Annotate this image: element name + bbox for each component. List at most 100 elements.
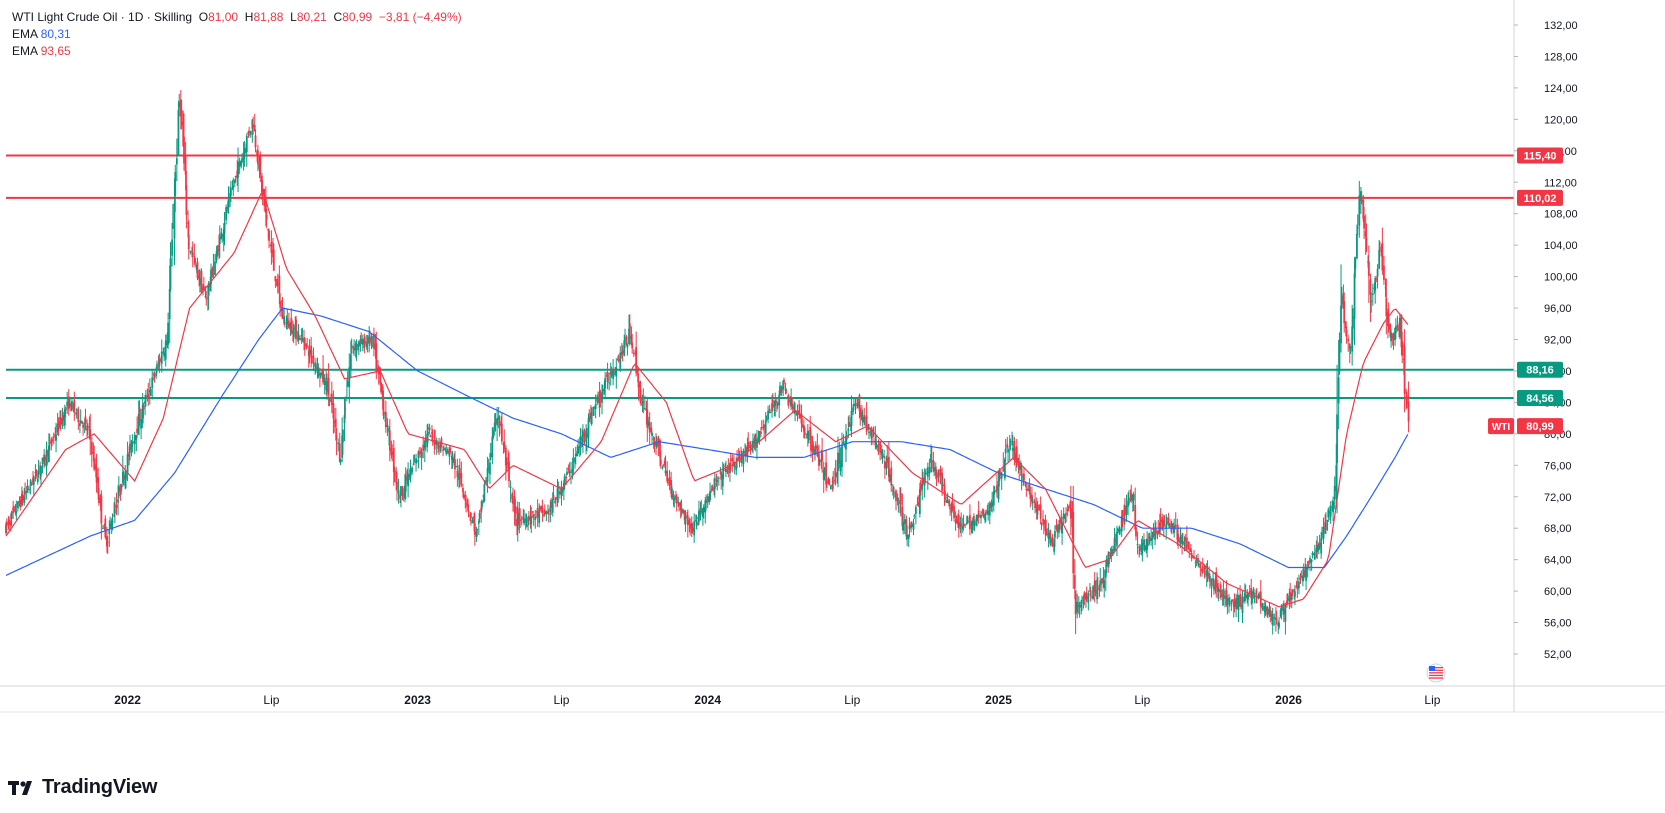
ema-slow-row[interactable]: EMA 93,65 [12, 43, 462, 60]
x-tick-label: Lip [1134, 693, 1150, 707]
y-tick-label: 92,00 [1544, 335, 1572, 347]
candle-body [115, 504, 118, 509]
candle-body [1390, 332, 1392, 342]
candle-body [1271, 613, 1274, 626]
candle-body [831, 484, 834, 486]
us-flag-icon[interactable] [1426, 663, 1446, 683]
candle-body [142, 405, 145, 410]
candle-body [1008, 445, 1011, 447]
candle-body [206, 297, 209, 299]
candle-body [300, 335, 303, 337]
candle-body [847, 428, 850, 431]
candle-body [1269, 610, 1272, 617]
candle-body [483, 484, 486, 502]
candle-body [1165, 525, 1168, 529]
candle-body [1379, 247, 1381, 249]
candle-body [992, 491, 995, 506]
candle-body [129, 443, 131, 453]
candle-body [1029, 493, 1032, 499]
candle-body [758, 430, 761, 442]
candle-body [319, 372, 322, 375]
candle-body [1235, 597, 1238, 610]
tradingview-logo[interactable]: TradingView [8, 776, 157, 799]
candle-body [473, 523, 476, 535]
axes: 52,0056,0060,0064,0068,0072,0076,0080,00… [0, 0, 1665, 713]
candle-body [1307, 562, 1310, 564]
candle-body [357, 341, 360, 347]
candle-body [465, 503, 468, 505]
candle-body [1362, 200, 1365, 220]
candle-body [514, 506, 517, 514]
candle-body [1337, 377, 1340, 404]
candle-body [1385, 298, 1388, 317]
candle-body [23, 495, 26, 503]
candle-body [740, 458, 743, 460]
candle-body [511, 494, 514, 500]
candle-body [478, 513, 481, 519]
candle-body [1193, 557, 1195, 559]
candle-body [1024, 484, 1027, 486]
candle-body [167, 322, 170, 345]
candle-body [722, 470, 725, 472]
level-price-tag [1517, 389, 1563, 406]
candle-body [413, 461, 416, 463]
candle-body [543, 514, 545, 517]
candle-body [836, 473, 839, 477]
candle-body [760, 431, 762, 435]
candle-body [503, 441, 506, 449]
candle-body [848, 422, 851, 427]
candle-body [1240, 604, 1242, 608]
candle-body [198, 277, 201, 285]
candle-body [932, 460, 935, 469]
candle-body [1098, 587, 1101, 590]
candle-body [29, 480, 32, 486]
candle-body [1027, 488, 1029, 491]
y-tick-label: 52,00 [1544, 649, 1572, 661]
candle-body [200, 270, 203, 293]
candle-body [1062, 513, 1065, 519]
candle-body [1163, 524, 1166, 526]
candle-body [523, 518, 526, 524]
candle-body [113, 508, 116, 514]
candle-body [108, 530, 111, 535]
candle-body [315, 366, 317, 368]
candle-body [1344, 321, 1347, 329]
candle-body [276, 279, 278, 287]
x-tick-label: 2022 [114, 693, 141, 707]
candle-body [791, 403, 794, 409]
candle-body [308, 349, 311, 355]
candle-body [1387, 318, 1390, 330]
candle-body [583, 430, 586, 437]
candle-body [1370, 300, 1373, 302]
candle-body [404, 485, 406, 499]
candle-body [193, 256, 196, 258]
candle-body [555, 497, 557, 501]
candle-body [456, 470, 459, 477]
candle-body [377, 366, 380, 375]
ema-fast-line [5, 191, 1409, 608]
candle-body [635, 347, 638, 373]
candle-body [426, 434, 429, 448]
candle-body [1398, 317, 1401, 337]
candle-body [498, 421, 501, 426]
candle-body [670, 480, 673, 494]
candle-body [469, 512, 472, 519]
candle-body [752, 440, 754, 448]
candle-body [473, 515, 475, 523]
candle-body [301, 337, 304, 341]
candle-body [984, 513, 986, 520]
candle-body [1359, 191, 1362, 201]
candle-body [667, 479, 669, 481]
candle-body [996, 484, 998, 491]
candle-body [349, 354, 352, 370]
candle-body [582, 432, 584, 443]
candle-body [1353, 273, 1356, 319]
candle-body [1166, 521, 1168, 525]
ema-fast-row[interactable]: EMA 80,31 [12, 26, 462, 43]
candle-body [412, 463, 415, 466]
candle-body [171, 225, 174, 229]
x-tick-label: 2026 [1275, 693, 1302, 707]
candle-body [185, 184, 188, 215]
candle-body [608, 382, 611, 384]
